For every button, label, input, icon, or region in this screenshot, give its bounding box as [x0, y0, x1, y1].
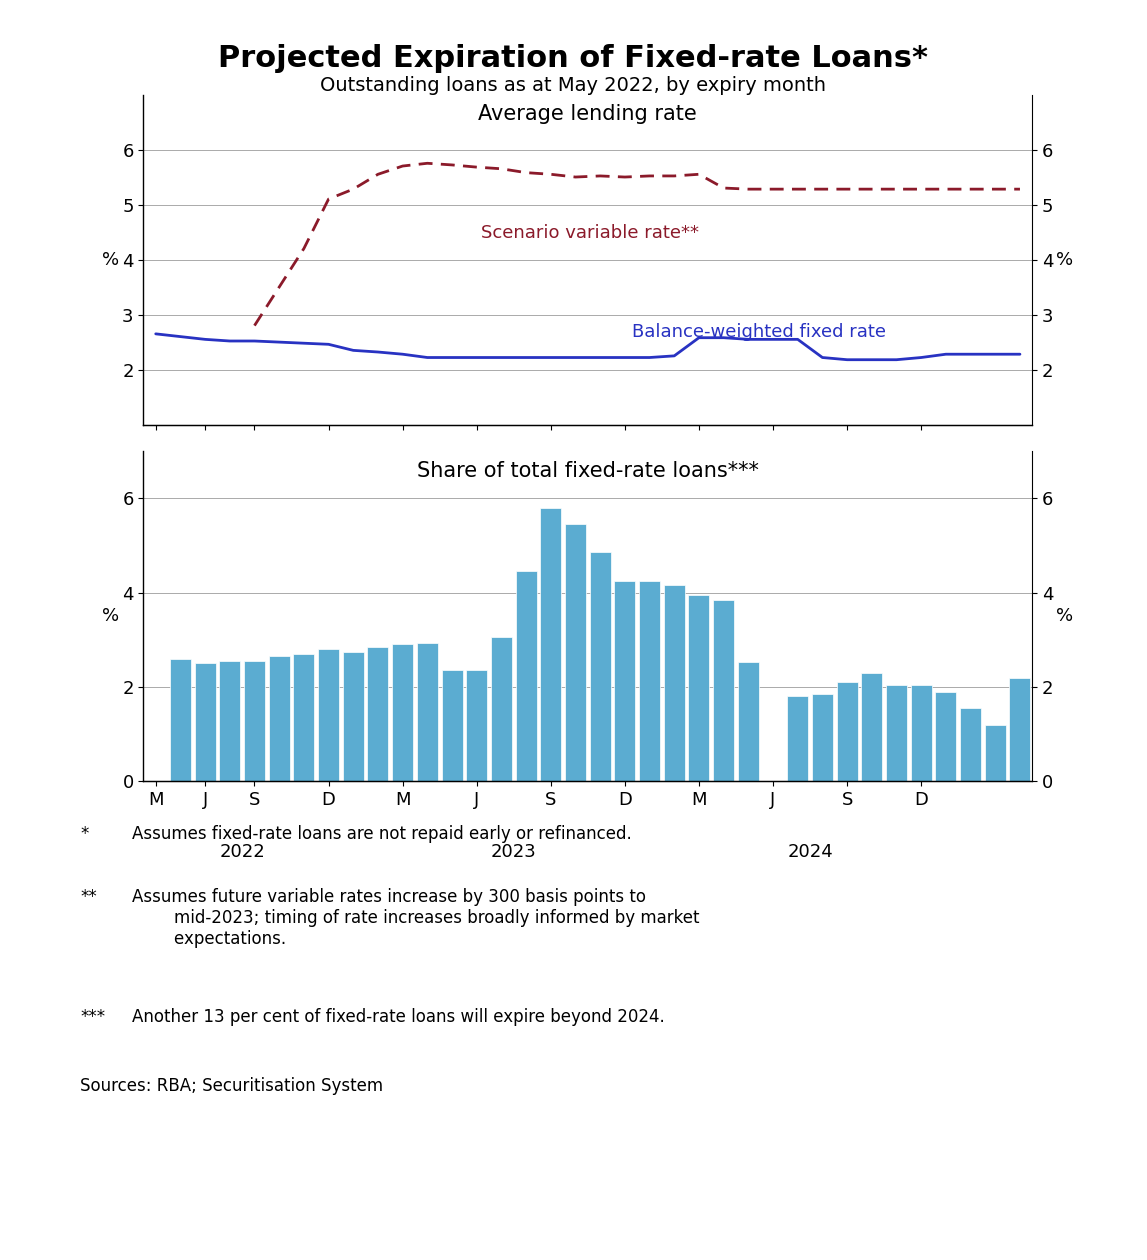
Bar	[392, 644, 413, 781]
Bar	[936, 692, 957, 781]
Bar	[516, 571, 537, 781]
Bar	[911, 684, 931, 781]
Bar	[294, 654, 314, 781]
Y-axis label: %: %	[1056, 607, 1074, 625]
Bar	[836, 682, 858, 781]
Bar	[170, 659, 190, 781]
Bar	[812, 694, 833, 781]
Text: Projected Expiration of Fixed-rate Loans*: Projected Expiration of Fixed-rate Loans…	[218, 44, 929, 73]
Text: 2024: 2024	[787, 843, 833, 861]
Text: Outstanding loans as at May 2022, by expiry month: Outstanding loans as at May 2022, by exp…	[320, 76, 827, 94]
Bar	[960, 708, 981, 781]
Bar	[615, 581, 635, 781]
Bar	[244, 662, 265, 781]
Y-axis label: %: %	[1056, 251, 1074, 268]
Bar	[861, 673, 882, 781]
Bar	[268, 656, 290, 781]
Bar	[565, 524, 586, 781]
Text: Assumes future variable rates increase by 300 basis points to
        mid-2023; : Assumes future variable rates increase b…	[132, 888, 700, 948]
Text: Another 13 per cent of fixed-rate loans will expire beyond 2024.: Another 13 per cent of fixed-rate loans …	[132, 1008, 664, 1026]
Bar	[466, 670, 487, 781]
Bar	[367, 646, 389, 781]
Bar	[590, 552, 610, 781]
Bar	[664, 586, 685, 781]
Bar	[416, 644, 438, 781]
Text: Balance-weighted fixed rate: Balance-weighted fixed rate	[632, 324, 887, 341]
Bar	[1009, 678, 1030, 781]
Bar	[343, 651, 364, 781]
Bar	[639, 581, 660, 781]
Bar	[738, 663, 759, 781]
Bar	[491, 638, 512, 781]
Text: *: *	[80, 825, 88, 843]
Bar	[1035, 677, 1055, 781]
Bar	[318, 649, 340, 781]
Text: ***: ***	[80, 1008, 106, 1026]
Bar	[985, 724, 1006, 781]
Text: Share of total fixed-rate loans***: Share of total fixed-rate loans***	[416, 461, 759, 481]
Text: Assumes fixed-rate loans are not repaid early or refinanced.: Assumes fixed-rate loans are not repaid …	[132, 825, 632, 843]
Bar	[688, 595, 710, 781]
Text: 2022: 2022	[219, 843, 265, 861]
Bar	[540, 508, 561, 781]
Text: 2023: 2023	[491, 843, 537, 861]
Bar	[219, 662, 240, 781]
Bar	[787, 697, 809, 781]
Bar	[442, 670, 462, 781]
Bar	[885, 684, 907, 781]
Y-axis label: %: %	[102, 251, 119, 268]
Y-axis label: %: %	[102, 607, 119, 625]
Text: Average lending rate: Average lending rate	[478, 105, 697, 125]
Bar	[713, 600, 734, 781]
Text: **: **	[80, 888, 97, 906]
Text: Sources: RBA; Securitisation System: Sources: RBA; Securitisation System	[80, 1077, 383, 1095]
Bar	[195, 663, 216, 781]
Text: Scenario variable rate**: Scenario variable rate**	[482, 224, 700, 242]
